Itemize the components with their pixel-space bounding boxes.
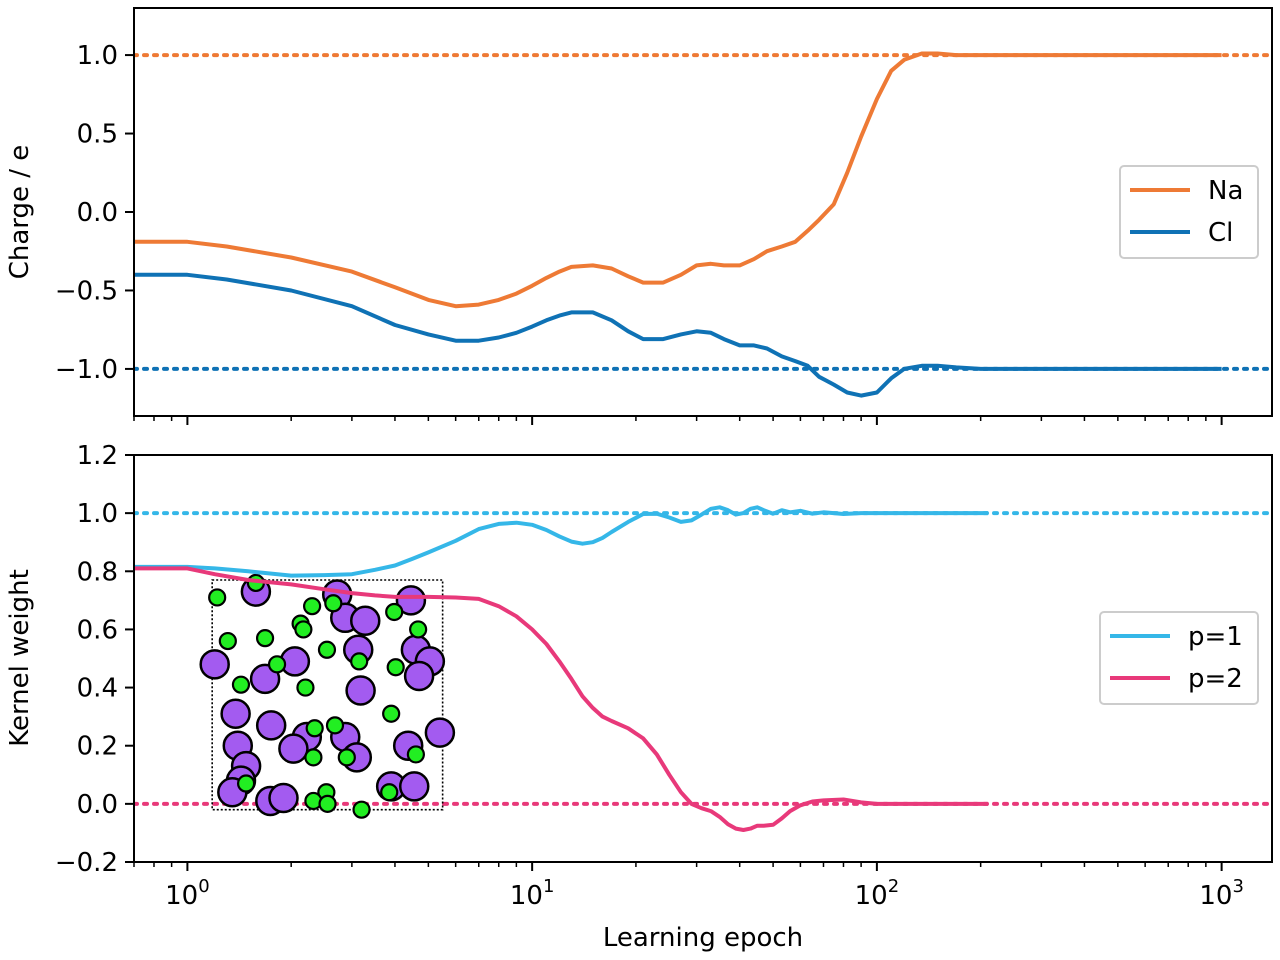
large-atom [220,698,251,729]
kernel-y-ticks: 1.2 1.0 0.8 0.6 0.4 0.2 0.0 −0.2 [55,441,134,878]
y-tick-label: −1.0 [55,355,118,385]
x-tick-label: 101 [510,876,555,911]
series-line-p1 [134,505,988,578]
small-atom [324,594,343,613]
small-atom [385,602,404,622]
small-atom [318,794,337,813]
large-atom [345,675,376,706]
series-line-p2 [134,566,988,832]
kernel-axes-frame [133,454,1273,863]
y-tick-label: −0.5 [55,276,118,306]
kernel-y-axis-label: Kernel weight [5,569,35,747]
series-line-cl [134,272,1222,398]
large-atom [349,605,381,636]
kernel-panel: 1.2 1.0 0.8 0.6 0.4 0.2 0.0 −0.2 100 101 102 103 K… [5,441,1273,953]
small-atom [218,631,237,651]
kernel-legend: p=1 p=2 [1099,611,1259,705]
small-atom [382,704,401,723]
charge-legend: Na Cl [1119,165,1259,259]
legend-label-cl: Cl [1208,218,1233,248]
y-tick-label: 1.0 [77,499,118,529]
large-atom [199,649,230,680]
y-tick-label: 0.6 [77,615,118,645]
small-atom [305,719,324,738]
small-atom [386,658,405,677]
small-atom [406,745,425,764]
kernel-x-ticks: 100 101 102 103 [133,862,1244,911]
x-axis-label: Learning epoch [603,923,803,953]
large-atom [398,771,430,802]
large-atom [424,717,456,748]
large-atom [255,710,287,741]
legend-label-p1: p=1 [1188,622,1243,652]
large-atom [278,733,309,764]
small-atom [231,675,251,694]
small-atom [352,800,371,819]
y-tick-label: 0.8 [77,557,118,587]
legend-label-na: Na [1208,176,1243,206]
x-tick-label: 100 [165,876,210,911]
kernel-plot-area [134,505,1272,832]
small-atom [409,620,428,639]
small-atom [255,629,275,648]
charge-axes-frame [133,7,1273,417]
charge-x-ticks [133,416,1223,425]
small-atom [296,678,315,697]
small-atom [236,774,256,793]
inset-box [211,579,444,811]
small-atom [303,597,322,616]
large-atom [268,782,299,814]
small-atom [208,588,227,607]
large-atom [395,585,427,616]
series-line-na [134,51,1222,309]
y-tick-label: 0.5 [77,120,118,150]
small-atom [267,655,287,674]
y-tick-label: 0.4 [77,674,118,704]
y-tick-label: 1.0 [77,41,118,71]
charge-y-ticks: 1.0 0.5 0.0 −0.5 −1.0 [55,41,134,385]
y-tick-label: 0.2 [77,732,118,762]
small-atom [350,652,369,671]
large-atom [403,660,435,692]
charge-panel: 1.0 0.5 0.0 −0.5 −1.0 Charge / e Na Cl [5,7,1273,425]
y-tick-label: 0.0 [77,198,118,228]
x-tick-label: 102 [855,876,900,911]
charge-y-axis-label: Charge / e [5,145,35,280]
atoms-inset [199,573,456,819]
y-tick-label: −0.2 [55,848,118,878]
x-tick-label: 103 [1199,876,1244,911]
small-atom [337,748,356,767]
small-atom [304,748,323,767]
small-atom [317,640,337,659]
charge-plot-area [134,51,1272,398]
small-atom [294,620,313,639]
y-tick-label: 0.0 [77,790,118,820]
small-atom [325,716,345,735]
legend-label-p2: p=2 [1188,664,1243,694]
small-atom [380,783,399,802]
y-tick-label: 1.2 [77,441,118,471]
